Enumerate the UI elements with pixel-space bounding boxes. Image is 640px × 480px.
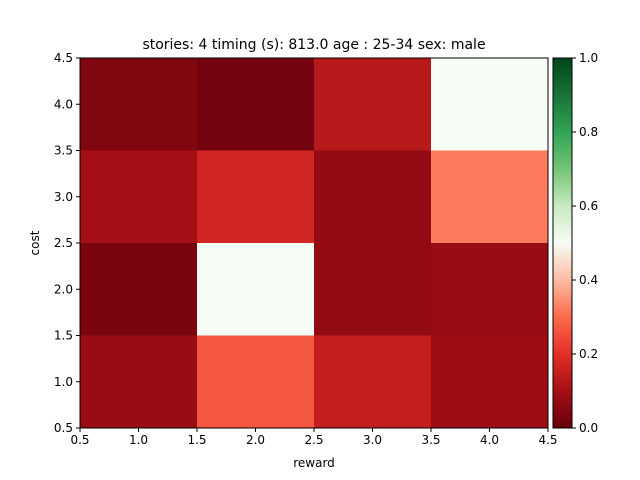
y-tick-label: 0.5 (54, 421, 73, 435)
colorbar-tick-label: 0.0 (579, 421, 598, 435)
heatmap-cell-r3-c1 (80, 150, 197, 243)
heatmap-cell-r3-c2 (197, 150, 314, 243)
heatmap-cell-r3-c3 (314, 150, 431, 243)
heatmap-cell-r1-c3 (314, 335, 431, 428)
x-axis-label: reward (293, 456, 335, 470)
heatmap-cell-r2-c2 (197, 243, 314, 336)
x-tick-label: 2.5 (304, 433, 323, 447)
colorbar-tick-label: 1.0 (579, 51, 598, 65)
x-tick-label: 1.5 (187, 433, 206, 447)
colorbar-tick-label: 0.8 (579, 125, 598, 139)
y-tick-label: 4.5 (54, 51, 73, 65)
heatmap-cell-r4-c4 (431, 58, 548, 151)
colorbar-tick-label: 0.2 (579, 347, 598, 361)
heatmap-cells (80, 58, 548, 428)
x-tick-label: 4.5 (538, 433, 557, 447)
chart-title: stories: 4 timing (s): 813.0 age : 25-34… (142, 37, 485, 53)
heatmap-cell-r4-c3 (314, 58, 431, 151)
x-tick-label: 0.5 (70, 433, 89, 447)
y-tick-label: 2.0 (54, 282, 73, 296)
y-axis-label: cost (28, 230, 42, 255)
heatmap-cell-r2-c4 (431, 243, 548, 336)
y-tick-label: 3.0 (54, 190, 73, 204)
x-tick-label: 3.0 (363, 433, 382, 447)
colorbar-axis: 0.0 0.2 0.4 0.6 0.8 1.0 (572, 51, 598, 435)
heatmap-cell-r2-c1 (80, 243, 197, 336)
y-tick-label: 2.5 (54, 236, 73, 250)
heatmap-cell-r1-c2 (197, 335, 314, 428)
y-tick-label: 4.0 (54, 97, 73, 111)
heatmap-cell-r1-c4 (431, 335, 548, 428)
heatmap-cell-r1-c1 (80, 335, 197, 428)
y-axis: 0.5 1.0 1.5 2.0 2.5 3.0 3.5 4.0 4.5 (54, 51, 80, 435)
colorbar-tick-label: 0.6 (579, 199, 598, 213)
x-tick-label: 4.0 (480, 433, 499, 447)
heatmap-cell-r3-c4 (431, 150, 548, 243)
heatmap-cell-r4-c1 (80, 58, 197, 151)
y-tick-label: 3.5 (54, 144, 73, 158)
x-tick-label: 1.0 (129, 433, 148, 447)
x-tick-label: 2.0 (246, 433, 265, 447)
colorbar-tick-label: 0.4 (579, 273, 598, 287)
x-tick-label: 3.5 (421, 433, 440, 447)
x-axis: 0.5 1.0 1.5 2.0 2.5 3.0 3.5 4.0 4.5 (70, 428, 558, 447)
y-tick-label: 1.5 (54, 329, 73, 343)
colorbar (552, 57, 573, 429)
y-tick-label: 1.0 (54, 375, 73, 389)
heatmap-cell-r2-c3 (314, 243, 431, 336)
heatmap-cell-r4-c2 (197, 58, 314, 151)
